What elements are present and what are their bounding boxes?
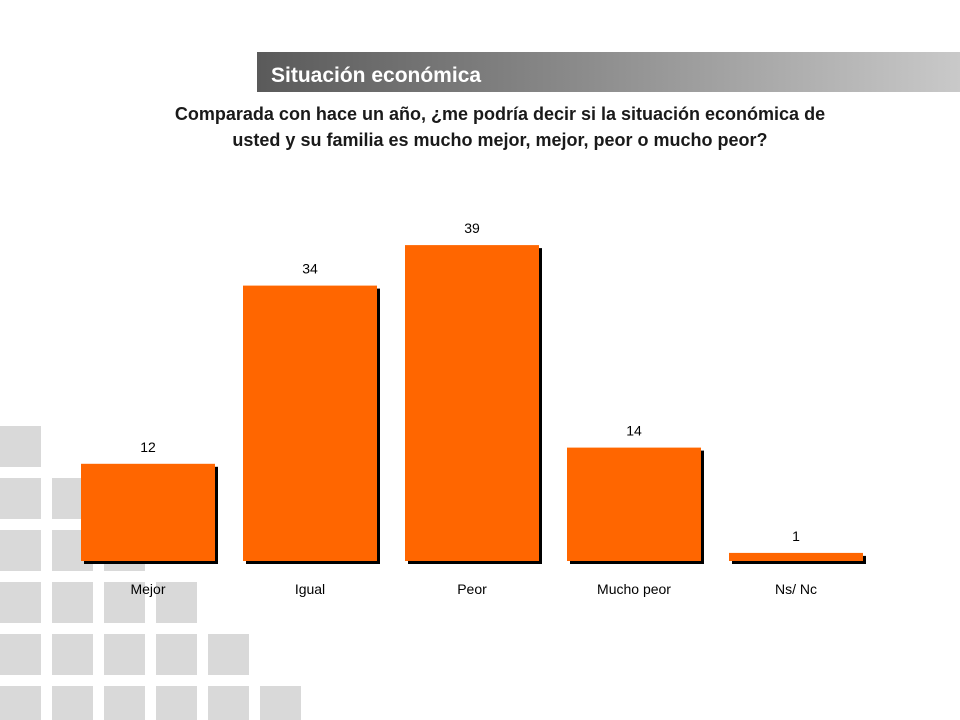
category-label: Mejor (130, 581, 165, 597)
decorative-square (0, 634, 41, 675)
bar-mucho-peor (567, 447, 701, 561)
bar-value-label: 39 (464, 220, 480, 236)
decorative-square (104, 634, 145, 675)
bar-peor (405, 245, 539, 561)
decorative-square (0, 582, 41, 623)
bar-value-label: 12 (140, 439, 156, 455)
bar-igual (243, 285, 377, 561)
category-label: Peor (457, 581, 487, 597)
header-bar: Situación económica (257, 52, 960, 92)
decorative-square (52, 686, 93, 720)
survey-question: Comparada con hace un año, ¿me podría de… (174, 104, 826, 150)
category-label: Ns/ Nc (775, 581, 817, 597)
bar-mejor (81, 463, 215, 561)
bar-ns-nc (729, 552, 863, 561)
decorative-square (104, 582, 145, 623)
bar-value-label: 1 (792, 528, 800, 544)
decorative-square (52, 634, 93, 675)
bar-value-label: 14 (626, 423, 642, 439)
decorative-square (260, 686, 301, 720)
bar-value-label: 34 (302, 261, 318, 277)
decorative-square (156, 686, 197, 720)
decorative-square (0, 686, 41, 720)
decorative-square (156, 582, 197, 623)
decorative-square (208, 686, 249, 720)
decorative-square (208, 634, 249, 675)
decorative-square (104, 686, 145, 720)
decorative-square (156, 634, 197, 675)
header-title: Situación económica (271, 64, 482, 87)
category-label: Igual (295, 581, 325, 597)
decorative-square (0, 426, 41, 467)
decorative-square (0, 530, 41, 571)
decorative-square (52, 582, 93, 623)
category-label: Mucho peor (597, 581, 671, 597)
decorative-square (0, 478, 41, 519)
